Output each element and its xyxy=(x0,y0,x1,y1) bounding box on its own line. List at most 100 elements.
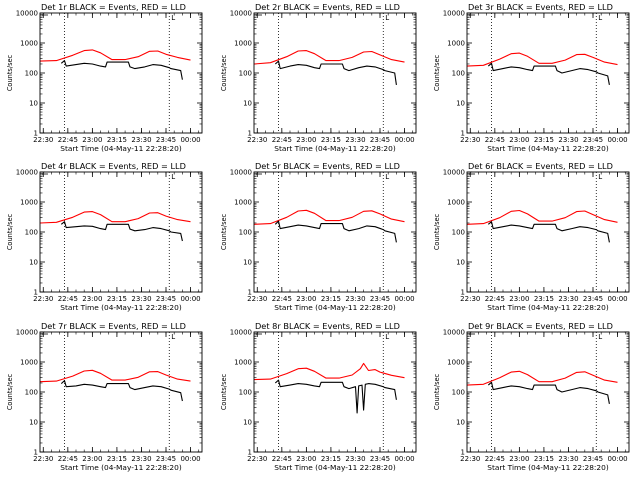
x-tick-label: 22:45 xyxy=(58,455,78,463)
plot-frame xyxy=(39,12,203,134)
y-axis-label: Counts/sec xyxy=(6,213,14,250)
x-tick-label: 23:15 xyxy=(534,136,554,144)
x-tick-label: 22:45 xyxy=(272,136,292,144)
events-rate-line xyxy=(487,381,610,405)
x-tick-label: 22:30 xyxy=(33,455,53,463)
x-tick-label: 23:15 xyxy=(321,136,341,144)
y-tick-label: 1000 xyxy=(234,359,252,367)
y-tick-label: 10000 xyxy=(16,329,38,337)
x-tick-label: 22:30 xyxy=(247,136,267,144)
x-tick-label: 23:30 xyxy=(131,295,151,303)
x-tick-label: 23:00 xyxy=(509,455,529,463)
corner-marker-label: L xyxy=(385,173,389,181)
y-tick-label: 10000 xyxy=(230,329,252,337)
y-tick-label: 1 xyxy=(248,130,252,138)
detector-panel: Det 9r BLACK = Events, RED = LLD L 1 10 100 1… xyxy=(433,321,630,472)
x-tick-label: 22:45 xyxy=(272,295,292,303)
events-rate-line xyxy=(487,221,610,243)
x-tick-label: 22:45 xyxy=(485,136,505,144)
plot-frame xyxy=(253,171,417,293)
lld-rate-line xyxy=(466,370,618,386)
lld-rate-line xyxy=(253,362,405,381)
panel-title: Det 1r BLACK = Events, RED = LLD xyxy=(41,2,186,12)
x-tick-label: 22:30 xyxy=(247,455,267,463)
x-tick-label: 23:00 xyxy=(296,455,316,463)
x-tick-label: 23:15 xyxy=(321,295,341,303)
y-tick-label: 1 xyxy=(34,449,38,457)
x-tick-label: 22:45 xyxy=(485,455,505,463)
lld-rate-line xyxy=(466,209,618,225)
x-axis-label: Start Time (04-May-11 22:28:20) xyxy=(60,463,182,472)
y-tick-label: 100 xyxy=(239,70,252,78)
x-tick-label: 23:45 xyxy=(370,136,390,144)
x-tick-label: 00:00 xyxy=(394,136,414,144)
y-tick-label: 100 xyxy=(239,229,252,237)
detector-panel: Det 8r BLACK = Events, RED = LLD L 1 10 100 1… xyxy=(220,321,417,472)
panel-title: Det 9r BLACK = Events, RED = LLD xyxy=(468,321,613,331)
y-tick-label: 10 xyxy=(456,419,465,427)
x-tick-label: 23:00 xyxy=(296,295,316,303)
x-tick-label: 22:45 xyxy=(485,295,505,303)
lld-rate-line xyxy=(466,52,618,67)
y-tick-label: 100 xyxy=(452,389,465,397)
x-tick-label: 23:00 xyxy=(296,136,316,144)
y-tick-label: 1000 xyxy=(447,359,465,367)
y-tick-label: 100 xyxy=(25,70,38,78)
events-rate-line xyxy=(487,62,610,86)
corner-marker-label: L xyxy=(598,14,602,22)
x-tick-label: 23:45 xyxy=(370,295,390,303)
lld-rate-line xyxy=(39,369,191,383)
y-tick-label: 1000 xyxy=(447,40,465,48)
x-axis-label: Start Time (04-May-11 22:28:20) xyxy=(487,303,609,312)
x-axis-label: Start Time (04-May-11 22:28:20) xyxy=(274,303,396,312)
corner-marker-label: L xyxy=(385,333,389,341)
y-axis-label: Counts/sec xyxy=(433,373,441,410)
y-tick-label: 1 xyxy=(461,449,465,457)
x-axis-label: Start Time (04-May-11 22:28:20) xyxy=(487,463,609,472)
x-tick-label: 23:45 xyxy=(583,136,603,144)
panel-title: Det 4r BLACK = Events, RED = LLD xyxy=(41,161,186,171)
plot-frame xyxy=(253,331,417,453)
x-tick-label: 23:45 xyxy=(583,455,603,463)
y-tick-label: 100 xyxy=(452,70,465,78)
y-tick-label: 1000 xyxy=(20,199,38,207)
y-tick-label: 100 xyxy=(25,389,38,397)
corner-marker-label: L xyxy=(171,14,175,22)
y-tick-label: 10000 xyxy=(16,169,38,177)
y-axis-label: Counts/sec xyxy=(220,54,228,91)
x-axis-label: Start Time (04-May-11 22:28:20) xyxy=(487,144,609,153)
y-axis-label: Counts/sec xyxy=(6,54,14,91)
x-tick-label: 22:45 xyxy=(272,455,292,463)
x-tick-label: 23:45 xyxy=(156,295,176,303)
y-tick-label: 10 xyxy=(243,419,252,427)
x-tick-label: 22:45 xyxy=(58,295,78,303)
plot-frame xyxy=(253,12,417,134)
panel-title: Det 2r BLACK = Events, RED = LLD xyxy=(255,2,400,12)
x-tick-label: 23:30 xyxy=(558,455,578,463)
x-tick-label: 00:00 xyxy=(180,136,200,144)
x-tick-label: 00:00 xyxy=(607,295,627,303)
events-rate-line xyxy=(60,60,183,80)
y-tick-label: 1 xyxy=(248,449,252,457)
x-tick-label: 22:30 xyxy=(33,136,53,144)
x-tick-label: 22:30 xyxy=(460,136,480,144)
lld-rate-line xyxy=(253,209,405,225)
x-tick-label: 00:00 xyxy=(607,136,627,144)
panel-title: Det 8r BLACK = Events, RED = LLD xyxy=(255,321,400,331)
detector-panel: Det 2r BLACK = Events, RED = LLD L 1 10 100 1… xyxy=(220,2,417,153)
detector-panel: Det 4r BLACK = Events, RED = LLD L 1 10 100 1… xyxy=(6,161,203,312)
x-tick-label: 23:45 xyxy=(583,295,603,303)
detector-panel: Det 6r BLACK = Events, RED = LLD L 1 10 100 1… xyxy=(433,161,630,312)
corner-marker-label: L xyxy=(598,333,602,341)
y-tick-label: 100 xyxy=(239,389,252,397)
x-tick-label: 23:45 xyxy=(370,455,390,463)
x-tick-label: 23:30 xyxy=(131,136,151,144)
x-tick-label: 23:15 xyxy=(107,295,127,303)
corner-marker-label: L xyxy=(385,14,389,22)
events-rate-line xyxy=(274,379,397,414)
plot-frame xyxy=(39,331,203,453)
corner-marker-label: L xyxy=(171,173,175,181)
y-tick-label: 10000 xyxy=(443,10,465,18)
x-tick-label: 22:30 xyxy=(460,455,480,463)
y-tick-label: 10 xyxy=(456,100,465,108)
